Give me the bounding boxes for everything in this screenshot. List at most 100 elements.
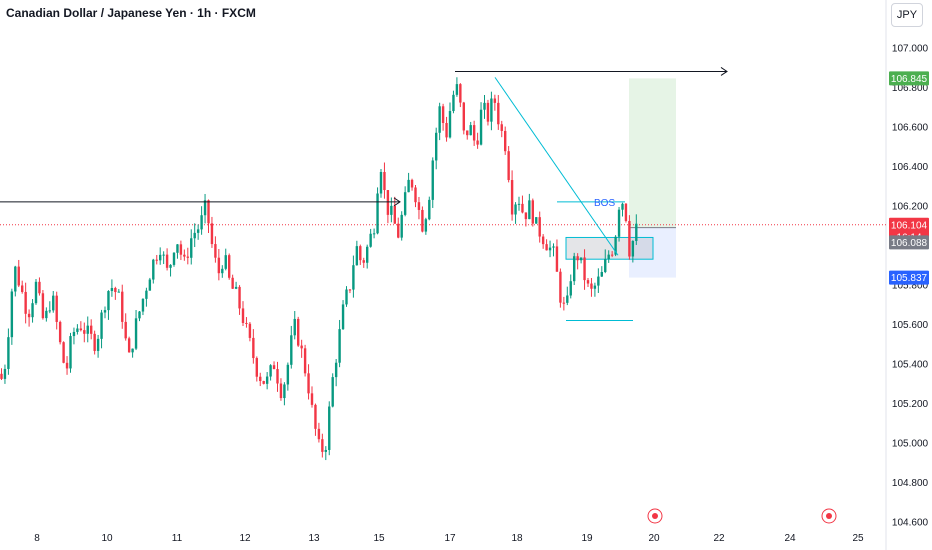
candle	[445, 122, 448, 138]
candle	[321, 439, 324, 452]
candle	[366, 246, 369, 263]
candle	[486, 102, 490, 122]
candle	[334, 362, 338, 378]
y-tick-label: 106.800	[892, 83, 929, 94]
candle	[548, 247, 552, 251]
candle	[369, 233, 372, 247]
candle	[127, 338, 131, 353]
candle	[514, 204, 517, 215]
candle	[10, 291, 14, 338]
candle	[200, 215, 203, 230]
candle	[134, 318, 138, 349]
candle	[524, 212, 528, 220]
candle	[307, 373, 310, 394]
candle	[459, 84, 462, 103]
stop-price-label-bg	[889, 270, 929, 285]
candle	[348, 289, 352, 291]
candle	[238, 286, 241, 309]
y-axis: 104.600 104.800 105.000 105.200 105.400 105.6…	[892, 43, 929, 528]
candle	[210, 223, 214, 245]
candle	[214, 244, 217, 258]
candle	[190, 238, 193, 258]
candle	[386, 190, 390, 215]
candle	[45, 310, 48, 319]
candle	[393, 205, 396, 224]
candle	[117, 291, 120, 293]
candle	[17, 266, 20, 286]
candle	[41, 293, 45, 319]
candle	[579, 257, 583, 261]
candle	[69, 336, 72, 369]
candle	[631, 240, 635, 257]
candle	[159, 254, 162, 261]
y-tick-label: 105.600	[892, 320, 929, 331]
candle	[0, 373, 3, 379]
candle	[172, 252, 176, 265]
candle	[286, 364, 290, 385]
candle	[424, 219, 428, 232]
candle	[169, 264, 172, 268]
currency-button[interactable]: JPY	[891, 3, 923, 27]
candle	[217, 257, 221, 274]
y-tick-label: 106.400	[892, 162, 929, 173]
candle	[179, 244, 183, 255]
y-tick-label: 106.200	[892, 201, 929, 212]
candle	[65, 362, 69, 369]
candle	[221, 268, 224, 274]
candle	[621, 203, 624, 210]
candle	[362, 260, 365, 263]
x-tick-label: 10	[101, 533, 113, 544]
y-tick-label: 104.800	[892, 478, 929, 489]
candle	[535, 217, 538, 224]
candle	[193, 232, 196, 239]
candle	[207, 200, 210, 224]
candle	[148, 279, 152, 291]
candle	[583, 257, 586, 281]
candle	[58, 321, 62, 343]
candle	[555, 246, 559, 272]
candle	[562, 302, 566, 304]
candle	[452, 94, 455, 112]
candle	[90, 325, 93, 334]
candle	[573, 256, 576, 282]
candle	[504, 130, 507, 152]
candle	[383, 171, 386, 191]
candle	[479, 109, 483, 145]
candle	[521, 203, 524, 213]
drawings-layer[interactable]: BOS	[0, 67, 728, 321]
entry-price-label-bg	[889, 235, 929, 250]
x-tick-label: 20	[648, 533, 660, 544]
candle	[279, 383, 283, 399]
candle	[283, 384, 286, 399]
candle	[103, 310, 107, 313]
candle	[55, 295, 58, 322]
candle	[155, 259, 158, 261]
candle	[79, 328, 83, 331]
x-tick-label: 13	[308, 533, 320, 544]
candle	[231, 277, 234, 289]
candle	[538, 217, 541, 237]
candle	[121, 291, 124, 322]
candles-layer	[0, 77, 638, 461]
candle	[290, 335, 293, 365]
candle	[31, 303, 34, 318]
candle	[372, 233, 376, 235]
candle	[324, 449, 327, 452]
event-marker-dot	[652, 513, 658, 519]
candle	[483, 102, 486, 110]
candle	[297, 318, 300, 346]
candle	[390, 205, 393, 215]
candle	[338, 329, 341, 363]
candle	[114, 288, 117, 293]
candle	[417, 202, 421, 210]
candle	[455, 84, 459, 95]
candle	[310, 393, 314, 405]
candle	[93, 333, 96, 351]
candle	[162, 254, 165, 256]
candle	[248, 323, 252, 338]
candle	[76, 328, 79, 332]
candle	[96, 338, 100, 351]
candle	[624, 203, 628, 221]
y-tick-label: 106.600	[892, 122, 929, 133]
